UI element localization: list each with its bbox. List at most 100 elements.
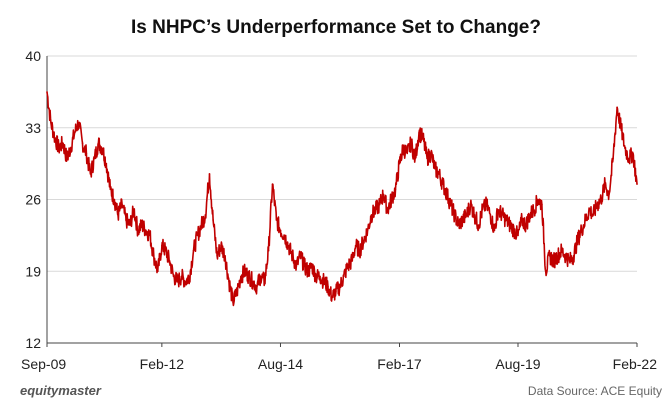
data-point <box>414 157 416 160</box>
data-point <box>267 249 270 252</box>
data-point <box>180 275 183 278</box>
data-point <box>121 203 123 206</box>
data-point <box>422 137 424 139</box>
data-point <box>434 167 436 170</box>
data-point <box>46 91 48 93</box>
data-point <box>299 255 302 257</box>
x-tick-label: Sep-09 <box>21 356 66 372</box>
data-point <box>544 270 547 273</box>
data-point <box>73 132 76 134</box>
data-point <box>161 244 163 247</box>
data-point <box>386 208 389 211</box>
data-point <box>323 280 325 283</box>
data-point <box>149 234 151 237</box>
data-point <box>572 255 575 257</box>
data-point <box>505 219 507 221</box>
data-point <box>556 255 559 257</box>
data-point <box>628 157 630 160</box>
data-point <box>525 224 527 226</box>
data-point <box>196 234 199 237</box>
data-point <box>477 224 480 226</box>
data-point <box>307 270 309 273</box>
data-point <box>394 188 397 191</box>
data-point <box>548 255 551 257</box>
data-point <box>636 183 638 185</box>
data-point <box>133 208 135 211</box>
chart-title: Is NHPC’s Underperformance Set to Change… <box>131 17 541 38</box>
data-point <box>50 121 52 124</box>
data-point <box>303 265 306 267</box>
data-point <box>319 275 321 278</box>
data-point <box>101 147 104 150</box>
data-point <box>77 121 80 124</box>
data-point <box>390 198 393 201</box>
series-line <box>46 91 638 307</box>
data-point <box>446 193 448 196</box>
data-point <box>449 203 452 206</box>
data-point <box>469 203 472 206</box>
data-point <box>517 234 519 237</box>
data-point <box>172 275 175 278</box>
data-point <box>481 208 484 211</box>
data-point <box>311 265 313 267</box>
data-point <box>192 249 195 252</box>
gridlines <box>47 55 637 272</box>
data-point <box>152 255 155 257</box>
data-point <box>600 198 602 201</box>
data-point <box>200 224 203 226</box>
x-tick-labels: Sep-09 Feb-12 Aug-14 Feb-17 Aug-19 Feb-22 <box>21 356 657 372</box>
data-point <box>596 203 598 206</box>
data-point <box>382 193 385 196</box>
data-point <box>457 224 460 226</box>
data-point <box>624 147 626 150</box>
data-point <box>271 183 274 185</box>
data-point <box>232 301 234 303</box>
data-point <box>335 290 337 293</box>
data-point <box>552 260 555 262</box>
data-point <box>576 239 579 242</box>
series-layer <box>46 91 638 307</box>
data-point <box>252 280 254 283</box>
data-point <box>354 244 357 247</box>
x-tick-label: Feb-22 <box>613 356 658 372</box>
data-point <box>236 290 238 293</box>
data-point <box>533 208 535 211</box>
x-tick-label: Feb-17 <box>377 356 422 372</box>
y-tick-label: 12 <box>25 335 41 351</box>
data-point <box>85 152 88 155</box>
data-point <box>224 255 226 257</box>
data-point <box>291 255 294 257</box>
data-point <box>188 275 191 278</box>
data-point <box>240 275 242 278</box>
y-tick-label: 26 <box>25 192 41 208</box>
data-point <box>537 198 539 201</box>
data-point <box>117 214 119 216</box>
data-point <box>453 214 456 216</box>
data-point <box>461 219 464 221</box>
data-point <box>370 214 373 216</box>
data-point <box>347 265 349 267</box>
data-point <box>339 285 341 288</box>
data-point <box>141 224 143 226</box>
data-point <box>568 260 571 262</box>
data-point <box>216 255 218 257</box>
data-point <box>256 285 258 288</box>
data-point <box>378 203 381 206</box>
data-point <box>66 157 68 160</box>
x-tick-label: Aug-14 <box>258 356 303 372</box>
data-point <box>81 142 84 144</box>
data-point <box>93 157 96 160</box>
data-point <box>560 249 563 252</box>
data-point <box>62 142 64 144</box>
data-point <box>351 260 353 262</box>
data-point <box>366 229 369 232</box>
y-tick-labels: 12 19 26 33 40 <box>25 48 41 351</box>
data-point <box>402 147 404 150</box>
data-point <box>493 229 496 232</box>
data-point <box>632 152 634 155</box>
data-point <box>164 249 167 252</box>
data-point <box>331 296 333 298</box>
axes <box>46 56 638 347</box>
data-point <box>295 265 298 267</box>
y-tick-label: 33 <box>25 120 41 136</box>
